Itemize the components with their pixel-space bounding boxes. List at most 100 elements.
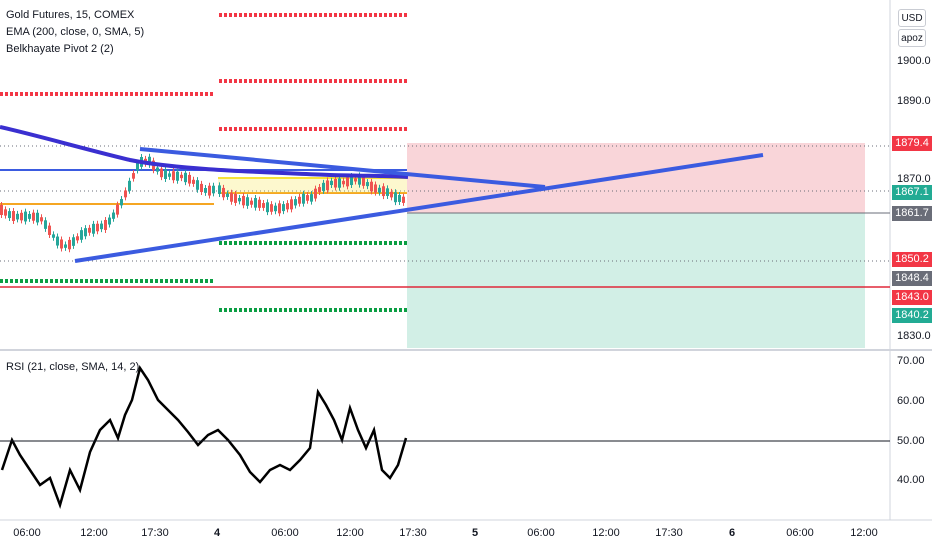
candle-body — [266, 202, 269, 213]
candle-body — [32, 212, 35, 221]
candle-body — [278, 203, 281, 214]
candle-body — [386, 188, 389, 196]
candle-body — [342, 180, 345, 185]
time-tick: 12:00 — [80, 527, 108, 539]
candle-body — [160, 168, 163, 178]
price-tick: 1870.0 — [897, 173, 931, 185]
candle-body — [60, 239, 63, 249]
candle-body — [48, 225, 51, 235]
candle-body — [374, 184, 377, 193]
candle-body — [394, 192, 397, 203]
candle-body — [120, 199, 123, 206]
candle-body — [184, 172, 187, 183]
candle-body — [100, 223, 103, 230]
rsi-tick: 70.00 — [897, 355, 925, 367]
candle-body — [88, 227, 91, 233]
candle-body — [16, 213, 19, 220]
candle-body — [362, 177, 365, 186]
rsi-pane[interactable] — [0, 352, 890, 520]
candle-body — [108, 217, 111, 225]
candle-body — [370, 181, 373, 192]
candle-body — [310, 194, 313, 202]
ema-line[interactable] — [0, 125, 409, 179]
price-label-1879: 1879.4 — [892, 136, 932, 151]
candle-body — [322, 182, 325, 191]
candle-body — [112, 212, 115, 219]
candle-body — [8, 211, 11, 219]
candle-body — [286, 203, 289, 210]
candlestick-series[interactable] — [0, 153, 405, 253]
price-label-1848: 1848.4 — [892, 271, 932, 286]
rsi-tick: 60.00 — [897, 395, 925, 407]
candle-body — [52, 234, 55, 238]
candle-body — [44, 220, 47, 229]
candle-body — [148, 156, 151, 165]
candle-body — [116, 204, 119, 215]
candle-body — [218, 185, 221, 194]
candle-body — [0, 205, 3, 215]
candle-body — [212, 185, 215, 194]
candle-body — [104, 219, 107, 230]
candle-body — [250, 200, 253, 205]
candle-body — [358, 175, 361, 185]
candle-body — [390, 191, 393, 198]
time-tick-day: 6 — [728, 527, 736, 539]
candle-body — [338, 178, 341, 188]
rsi-tick: 50.00 — [897, 435, 925, 447]
candle-body — [24, 211, 27, 222]
stop-loss-zone[interactable] — [407, 143, 865, 213]
candle-body — [84, 228, 87, 237]
time-tick: 12:00 — [850, 527, 878, 539]
candle-body — [124, 190, 127, 198]
candle-body — [254, 198, 257, 208]
currency-button[interactable]: USD — [898, 9, 926, 27]
candle-body — [200, 183, 203, 193]
price-label-1861: 1861.7 — [892, 206, 932, 221]
candle-body — [258, 199, 261, 208]
candle-body — [128, 180, 131, 191]
rsi-line[interactable] — [0, 364, 408, 510]
candle-body — [318, 187, 321, 192]
candle-body — [350, 175, 353, 186]
symbol-legend[interactable]: Gold Futures, 15, COMEX — [6, 9, 135, 21]
candle-body — [298, 196, 301, 204]
scale-button[interactable]: apoz — [898, 29, 926, 47]
candle-body — [64, 244, 67, 248]
rsi-legend[interactable]: RSI (21, close, SMA, 14, 2) — [6, 361, 140, 373]
price-label-1850: 1850.2 — [892, 252, 932, 267]
candle-body — [20, 212, 23, 221]
upper-trend-line[interactable] — [139, 147, 546, 189]
candle-body — [132, 173, 135, 179]
candle-body — [262, 203, 265, 208]
time-tick-day: 4 — [213, 527, 221, 539]
time-tick: 06:00 — [786, 527, 814, 539]
price-label-1867: 1867.1 — [892, 185, 932, 200]
ema-legend[interactable]: EMA (200, close, 0, SMA, 5) — [6, 26, 145, 38]
candle-body — [168, 173, 171, 177]
candle-body — [302, 193, 305, 204]
candle-body — [238, 197, 241, 202]
candle-body — [12, 211, 15, 221]
rsi-tick: 40.00 — [897, 474, 925, 486]
time-tick: 06:00 — [13, 527, 41, 539]
time-tick: 17:30 — [399, 527, 427, 539]
candle-body — [290, 199, 293, 210]
candle-body — [40, 217, 43, 222]
pivot-legend[interactable]: Belkhayate Pivot 2 (2) — [6, 43, 114, 55]
candle-body — [196, 180, 199, 190]
candle-body — [330, 180, 333, 186]
take-profit-zone[interactable] — [407, 213, 865, 348]
lower-trend-line[interactable] — [74, 153, 764, 263]
candle-body — [398, 194, 401, 202]
candle-body — [76, 236, 79, 241]
candle-body — [246, 197, 249, 206]
candle-body — [28, 213, 31, 219]
time-tick: 12:00 — [592, 527, 620, 539]
candle-body — [226, 193, 229, 197]
candle-body — [4, 209, 7, 216]
candle-body — [68, 239, 71, 250]
candle-body — [242, 195, 245, 206]
candle-body — [334, 179, 337, 188]
candle-body — [136, 162, 139, 171]
